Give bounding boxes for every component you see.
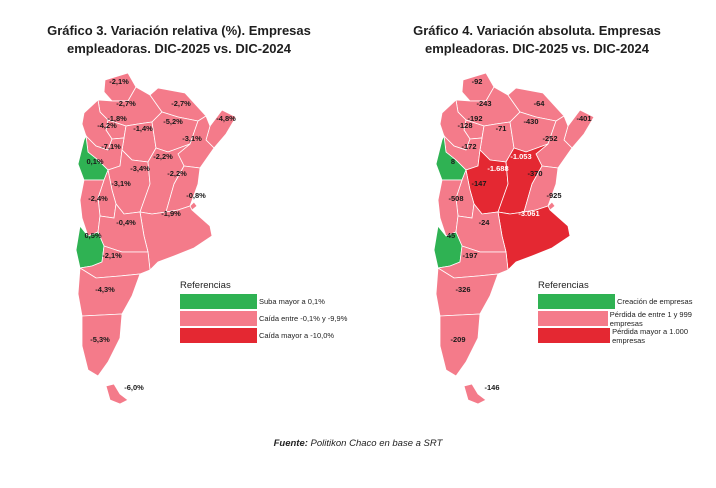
province-label-san-luis: -147 (471, 179, 486, 188)
province-label-catamarca: -4,2% (97, 121, 117, 130)
province-label-san-luis: -3,1% (111, 179, 131, 188)
map-title: Gráfico 3. Variación relativa (%). Empre… (0, 22, 358, 58)
legend-label: Suba mayor a 0,1% (259, 297, 325, 306)
province-chubut (435, 267, 499, 317)
province-label-tierra-del-fuego: -6,0% (124, 383, 144, 392)
map-panel-absolute: Gráfico 4. Variación absoluta. Empresas … (358, 0, 716, 420)
province-label-santiago-del-estero: -71 (496, 124, 507, 133)
province-label-corrientes: -252 (542, 134, 557, 143)
province-label-entre-rios: -2,2% (167, 169, 187, 178)
source-note: Fuente: Politikon Chaco en base a SRT (0, 438, 716, 449)
province-label-misiones: -4,8% (216, 114, 236, 123)
legend-swatch (180, 328, 257, 343)
province-label-jujuy: -2,1% (109, 77, 129, 86)
province-label-chaco: -5,2% (163, 117, 183, 126)
province-label-rio-negro: -2,1% (102, 251, 122, 260)
province-label-santa-fe: -1.053 (510, 152, 531, 161)
province-santa-cruz (439, 313, 481, 377)
map-title-line2: empleadoras. DIC-2025 vs. DIC-2024 (425, 41, 649, 56)
province-label-tucuman: -192 (467, 114, 482, 123)
province-label-chaco: -430 (523, 117, 538, 126)
province-label-corrientes: -3,1% (182, 134, 202, 143)
argentina-map: -92 -243 -64 -401 -192-128 -71 -430 -252 -172 8 -1… (433, 72, 595, 405)
legend-title: Referencias (538, 280, 589, 291)
legend-item-moderate-drop: Caída entre -0,1% y -9,9% (180, 311, 347, 326)
province-label-santa-cruz: -209 (450, 335, 465, 344)
province-label-tierra-del-fuego: -146 (484, 383, 499, 392)
province-label-salta: -243 (476, 99, 491, 108)
province-label-cordoba: -1.688 (487, 164, 508, 173)
province-label-neuquen: 45 (447, 231, 455, 240)
province-chubut (77, 267, 141, 317)
legend-swatch (538, 328, 611, 343)
province-label-la-pampa: -24 (479, 218, 491, 227)
legend-item-moderate-loss: Pérdida de entre 1 y 999 empresas (538, 309, 716, 328)
province-label-caba: -0,8% (186, 191, 206, 200)
province-label-chubut: -326 (455, 285, 470, 294)
source-text: Politikon Chaco en base a SRT (307, 438, 443, 449)
map-legend: Referencias Suba mayor a 0,1% Caída entr… (180, 280, 347, 345)
argentina-map: -2,1% -2,7% -2,7% -4,8% -1,8%-4,2% -1,4% -5,2%… (75, 72, 237, 405)
province-label-misiones: -401 (576, 114, 591, 123)
province-label-cordoba: -3,4% (130, 164, 150, 173)
legend-swatch (538, 311, 608, 326)
province-label-mendoza: -508 (448, 194, 463, 203)
province-label-tucuman: -1,8% (107, 114, 127, 123)
province-label-caba: -925 (546, 191, 561, 200)
map-panel-relative: Gráfico 3. Variación relativa (%). Empre… (0, 0, 358, 420)
province-tierra-del-fuego (463, 383, 487, 405)
province-label-rio-negro: -197 (462, 251, 477, 260)
legend-label: Caída mayor a -10,0% (259, 331, 335, 340)
province-label-neuquen: 0,5% (84, 231, 101, 240)
legend-swatch (538, 294, 615, 309)
legend-swatch (180, 294, 257, 309)
legend-label: Caída entre -0,1% y -9,9% (259, 314, 348, 323)
map-legend: Referencias Creación de empresas Pérdida… (538, 280, 716, 345)
province-label-la-rioja: -7,1% (101, 142, 121, 151)
legend-item-large-loss: Pérdida mayor a 1.000 empresas (538, 326, 716, 345)
legend-item-large-drop: Caída mayor a -10,0% (180, 328, 347, 343)
province-santa-cruz (81, 313, 123, 377)
legend-label: Pérdida de entre 1 y 999 empresas (609, 309, 692, 328)
province-label-salta: -2,7% (116, 99, 136, 108)
province-label-catamarca: -128 (457, 121, 472, 130)
province-label-santa-fe: -2,2% (153, 152, 173, 161)
province-label-la-pampa: -0,4% (116, 218, 136, 227)
map-title: Gráfico 4. Variación absoluta. Empresas … (358, 22, 716, 58)
province-label-jujuy: -92 (472, 77, 483, 86)
province-label-buenos-aires: -1,9% (161, 209, 181, 218)
legend-label: Pérdida mayor a 1.000 empresas (612, 326, 689, 345)
source-label: Fuente: (273, 438, 308, 449)
legend-swatch (180, 311, 257, 326)
legend-item-creation: Creación de empresas (538, 294, 716, 309)
province-tierra-del-fuego (105, 383, 129, 405)
map-title-line2: empleadoras. DIC-2025 vs. DIC-2024 (67, 41, 291, 56)
province-label-chubut: -4,3% (95, 285, 115, 294)
map-title-line1: Gráfico 4. Variación absoluta. Empresas (413, 23, 661, 38)
province-label-la-rioja: -172 (461, 142, 476, 151)
legend-item-increase: Suba mayor a 0,1% (180, 294, 347, 309)
province-label-santa-cruz: -5,3% (90, 335, 110, 344)
province-label-entre-rios: -370 (527, 169, 542, 178)
province-label-buenos-aires: -3.061 (518, 209, 539, 218)
province-label-mendoza: -2,4% (88, 194, 108, 203)
province-label-santiago-del-estero: -1,4% (133, 124, 153, 133)
legend-label: Creación de empresas (617, 297, 693, 306)
legend-title: Referencias (180, 280, 231, 291)
province-label-formosa: -2,7% (171, 99, 191, 108)
map-title-line1: Gráfico 3. Variación relativa (%). Empre… (47, 23, 311, 38)
province-label-san-juan: 0,1% (86, 157, 103, 166)
province-label-san-juan: 8 (451, 157, 455, 166)
province-label-formosa: -64 (534, 99, 546, 108)
